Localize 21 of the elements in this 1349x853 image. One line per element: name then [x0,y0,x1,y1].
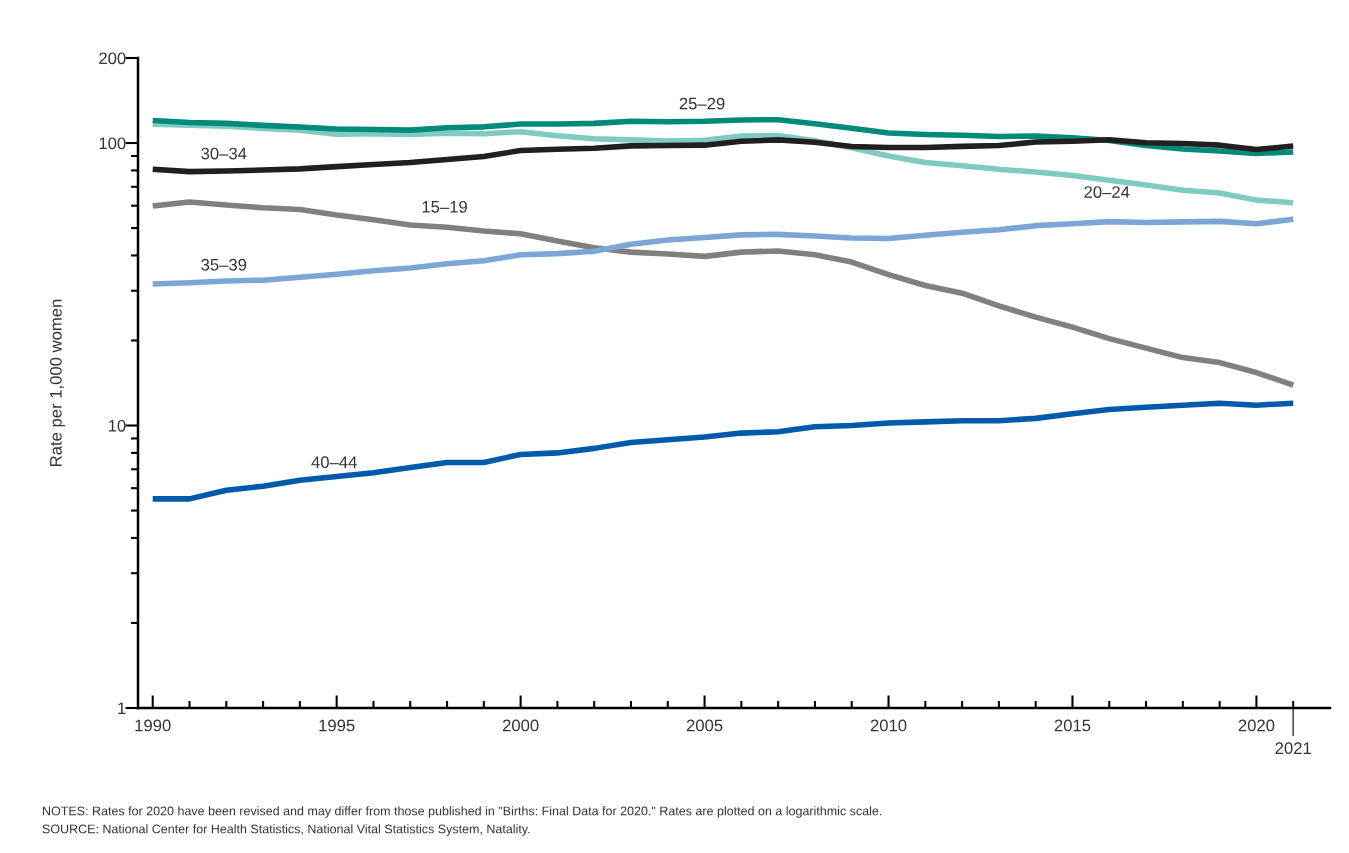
x-tick-label: 2000 [502,719,539,732]
x-tick-label: 2010 [870,719,907,732]
x-tick-label: 1995 [319,719,355,732]
annotation: 2021 [1275,742,1311,755]
text: NOTES: Rates for 2020 have been revised and may differ from those published in "Births: Final Data for 2020." Rates are plotted on a logarithmic scale. [43,806,882,818]
y-axis-title: Rate per 1,000 women [49,299,66,466]
y-tick-label: 10 [108,419,126,432]
series-label: 30–34 [201,147,247,160]
series-label: 25–29 [679,97,725,110]
y-tick-label: 100 [99,137,126,150]
x-tick-label: 2005 [686,719,723,732]
x-tick-label: 2015 [1054,719,1091,732]
x-tick-label: 2020 [1238,719,1275,732]
series-label: 20–24 [1084,186,1130,198]
y-tick-label: 1 [118,702,126,715]
series-label: 35–39 [201,258,247,271]
x-tick-label: 1990 [135,719,171,732]
source-note: SOURCE: National Center for Health Statistics, National Vital Statistics System, Natality. [42,824,530,836]
series-label: 15–19 [422,200,467,213]
series-label: 40–44 [311,456,357,469]
y-tick-label: 200 [99,52,126,65]
